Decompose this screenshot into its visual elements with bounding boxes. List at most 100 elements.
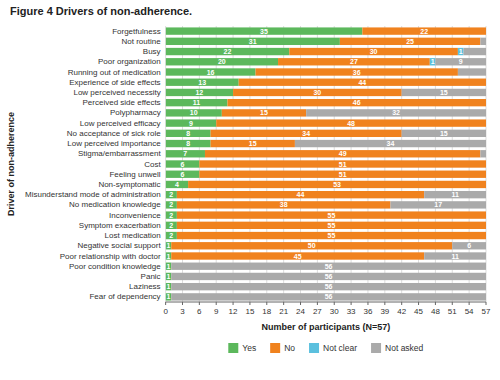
y-tick-label: Low perceived necessity	[73, 88, 160, 97]
bar-segment	[166, 48, 290, 55]
legend-label: Not asked	[385, 343, 424, 353]
bar-segment	[166, 150, 205, 157]
data-label: 9	[459, 58, 463, 65]
data-label: 56	[325, 283, 333, 290]
data-label: 6	[181, 161, 185, 168]
data-label: 20	[218, 58, 226, 65]
bar-segment	[166, 109, 222, 116]
data-label: 2	[169, 201, 173, 208]
bar-segment	[486, 27, 487, 34]
x-tick-label: 36	[364, 307, 373, 316]
data-label: 13	[198, 79, 206, 86]
data-label: 15	[440, 130, 448, 137]
bar-segment	[166, 79, 239, 86]
x-tick-label: 42	[397, 307, 406, 316]
bar-segment	[486, 99, 487, 106]
x-tick-label: 6	[197, 307, 202, 316]
bar-segment	[166, 89, 233, 96]
y-tick-label: Non-symptomatic	[98, 180, 160, 189]
bar-segment	[486, 211, 487, 218]
bar-segment	[486, 79, 487, 86]
bar-segment	[166, 201, 177, 208]
bar-segment	[452, 242, 486, 249]
data-label: 30	[370, 48, 378, 55]
y-tick-label: Poor relationship with doctor	[60, 252, 161, 261]
y-tick-label: Cost	[144, 160, 161, 169]
data-label: 10	[190, 109, 198, 116]
data-label: 1	[459, 48, 463, 55]
y-tick-label: Fear of dependency	[89, 292, 160, 301]
data-label: 38	[280, 201, 288, 208]
data-label: 46	[353, 99, 361, 106]
bar-segment	[480, 150, 486, 157]
y-tick-label: Polypharmacy	[110, 108, 161, 117]
y-tick-label: Forgetfulness	[112, 27, 160, 36]
x-tick-label: 9	[214, 307, 219, 316]
bar-segment	[289, 48, 458, 55]
bar-segment	[227, 99, 486, 106]
data-label: 1	[431, 58, 435, 65]
bar-segment	[340, 38, 481, 45]
bar-segment	[177, 211, 486, 218]
y-tick-label: No acceptance of sick role	[67, 129, 161, 138]
data-label: 53	[333, 181, 341, 188]
bar-segment	[166, 191, 177, 198]
bar-segment	[424, 191, 486, 198]
bar-segment	[177, 222, 486, 229]
data-label: 1	[166, 253, 170, 260]
bar-segment	[295, 140, 486, 147]
data-label: 1	[166, 242, 170, 249]
bar-segment	[171, 273, 486, 280]
x-ticks: 036912151821242730333639424548515457	[163, 302, 491, 316]
data-label: 56	[325, 273, 333, 280]
y-tick-label: Inconvenience	[109, 211, 161, 220]
data-label: 12	[195, 89, 203, 96]
data-label: 55	[328, 212, 336, 219]
data-label: 31	[249, 38, 257, 45]
data-label: 44	[297, 191, 305, 198]
bar-segment	[166, 58, 278, 65]
data-label: 2	[169, 212, 173, 219]
data-label: 17	[434, 201, 442, 208]
legend-swatch	[228, 343, 238, 353]
data-label: 15	[260, 109, 268, 116]
chart: Figure 4 Drivers of non-adherence.Forget…	[0, 0, 500, 380]
bar-segment	[166, 283, 172, 290]
y-tick-label: Low perceived importance	[67, 139, 161, 148]
y-axis-label: Driver of non-adherence	[6, 112, 16, 216]
y-tick-label: Symptom exacerbation	[79, 221, 161, 230]
bar-segment	[424, 252, 486, 259]
bar-segment	[171, 293, 486, 300]
bar-segment	[166, 242, 172, 249]
bar-segment	[486, 232, 487, 239]
data-label: 2	[169, 191, 173, 198]
data-label: 36	[353, 69, 361, 76]
bar-segment	[166, 130, 211, 137]
bar-segment	[166, 263, 172, 270]
data-label: 9	[189, 120, 193, 127]
legend: Yes No Not clear Not asked	[228, 343, 423, 353]
data-label: 25	[406, 38, 414, 45]
y-tick-label: Perceived side effects	[83, 98, 161, 107]
bar-segment	[486, 222, 487, 229]
bar-segment	[486, 222, 487, 229]
bar-segment	[211, 130, 402, 137]
bar-segment	[486, 79, 487, 86]
grid	[166, 26, 486, 302]
data-label: 2	[169, 222, 173, 229]
data-label: 6	[181, 171, 185, 178]
x-tick-label: 18	[262, 307, 271, 316]
bar-segment	[486, 99, 487, 106]
bar-segment	[402, 130, 486, 137]
bar-segment	[486, 119, 487, 126]
legend-label: Yes	[242, 343, 256, 353]
legend-label: No	[284, 343, 295, 353]
y-tick-label: Lost medication	[105, 231, 161, 240]
x-tick-label: 0	[163, 307, 168, 316]
legend-label: Not clear	[323, 343, 357, 353]
bar-segment	[166, 140, 211, 147]
bar-segment	[464, 48, 486, 55]
x-tick-label: 45	[414, 307, 423, 316]
y-tick-label: Not routine	[121, 37, 161, 46]
data-label: 51	[339, 171, 347, 178]
